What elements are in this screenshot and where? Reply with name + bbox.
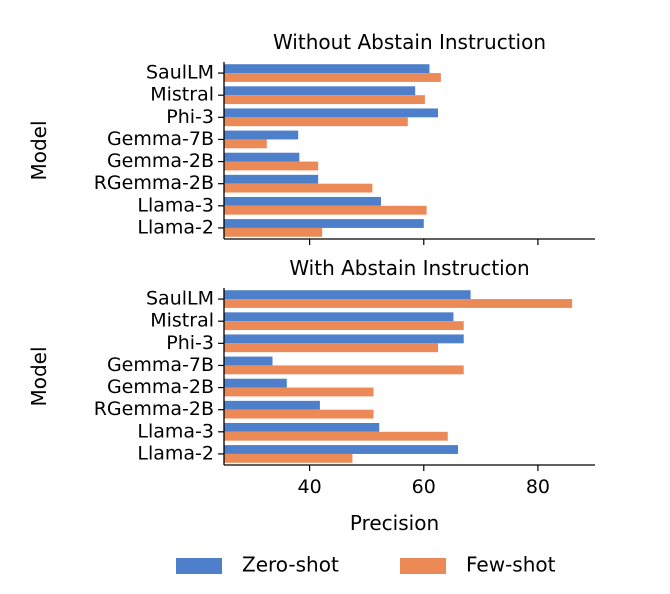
bar-2-llama-3-zero-shot (224, 422, 380, 432)
bar-2-gemma-7b-zero-shot (224, 356, 273, 366)
x-tick-label-1: 40 (298, 476, 322, 498)
bar-2-rgemma-2b-few-shot (224, 409, 374, 419)
bar-1-mistral-few-shot (224, 95, 425, 105)
bar-1-mistral-zero-shot (224, 86, 416, 96)
bar-2-phi-3-few-shot (224, 343, 439, 353)
bar-2-llama-2-few-shot (224, 453, 353, 463)
bar-2-gemma-2b-few-shot (224, 387, 374, 397)
category-label-2-2: Mistral (150, 310, 214, 332)
bar-1-gemma-7b-few-shot (224, 139, 267, 149)
panel-title-2: With Abstain Instruction (289, 256, 529, 280)
bar-1-saullm-few-shot (224, 73, 441, 82)
bar-1-saullm-zero-shot (224, 64, 430, 74)
bar-2-llama-3-few-shot (224, 431, 448, 441)
bar-1-gemma-7b-zero-shot (224, 130, 299, 140)
legend-swatch-few-shot (400, 558, 446, 574)
category-label-1-7: Llama-3 (137, 194, 214, 216)
category-label-2-7: Llama-3 (137, 420, 214, 442)
legend-label-zero-shot: Zero-shot (242, 553, 339, 577)
bar-2-saullm-few-shot (224, 299, 573, 308)
category-label-2-6: RGemma-2B (94, 398, 214, 420)
bar-1-gemma-2b-few-shot (224, 161, 319, 171)
category-label-2-3: Phi-3 (166, 332, 214, 354)
bar-1-rgemma-2b-zero-shot (224, 174, 319, 184)
category-label-2-1: SaulLM (146, 288, 214, 310)
legend-label-few-shot: Few-shot (466, 553, 556, 577)
category-label-2-4: Gemma-7B (107, 354, 214, 376)
bar-2-rgemma-2b-zero-shot (224, 400, 320, 410)
bar-1-llama-2-few-shot (224, 227, 323, 237)
bar-2-phi-3-zero-shot (224, 334, 464, 344)
bar-2-mistral-zero-shot (224, 312, 454, 322)
legend-swatch-zero-shot (176, 558, 222, 574)
bar-1-llama-3-zero-shot (224, 196, 381, 206)
y-axis-label-1: Model (27, 120, 51, 180)
bar-1-rgemma-2b-few-shot (224, 183, 373, 193)
bar-2-gemma-7b-few-shot (224, 365, 464, 375)
category-label-1-2: Mistral (150, 84, 214, 106)
x-tick-label-3: 80 (526, 476, 550, 498)
bar-1-gemma-2b-zero-shot (224, 152, 300, 162)
category-label-1-3: Phi-3 (166, 106, 214, 128)
category-label-1-4: Gemma-7B (107, 128, 214, 150)
category-label-1-6: RGemma-2B (94, 172, 214, 194)
category-label-1-8: Llama-2 (137, 216, 214, 238)
bar-1-llama-2-zero-shot (224, 219, 424, 228)
bar-1-phi-3-zero-shot (224, 108, 439, 118)
x-axis-label: Precision (350, 511, 439, 535)
bar-1-llama-3-few-shot (224, 205, 427, 215)
bar-2-gemma-2b-zero-shot (224, 378, 287, 388)
bar-2-saullm-zero-shot (224, 290, 471, 300)
bar-1-phi-3-few-shot (224, 117, 408, 127)
y-axis-label-2: Model (27, 346, 51, 406)
category-label-1-5: Gemma-2B (107, 150, 214, 172)
bar-2-mistral-few-shot (224, 321, 464, 331)
x-tick-label-2: 60 (412, 476, 436, 498)
bar-2-llama-2-zero-shot (224, 445, 459, 454)
panel-title-1: Without Abstain Instruction (273, 30, 546, 54)
category-label-1-1: SaulLM (146, 62, 214, 84)
category-label-2-5: Gemma-2B (107, 376, 214, 398)
category-label-2-8: Llama-2 (137, 442, 214, 464)
